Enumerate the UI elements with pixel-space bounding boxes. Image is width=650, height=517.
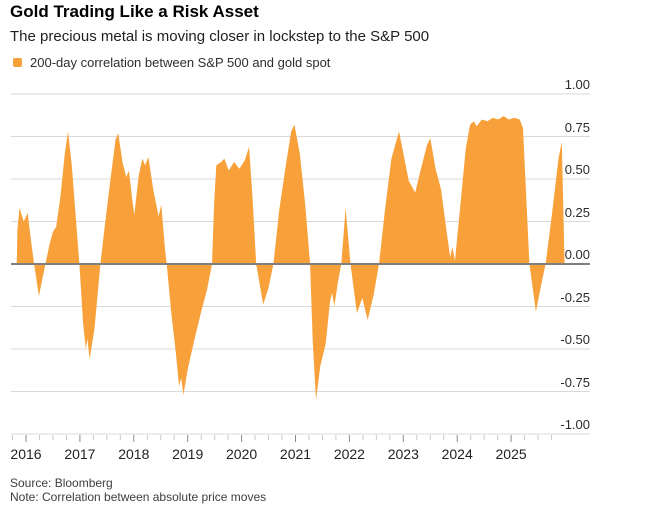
y-axis-label: 1.00 bbox=[564, 77, 590, 92]
chart-footer: Source: Bloomberg Note: Correlation betw… bbox=[10, 476, 266, 504]
source-text: Source: Bloomberg bbox=[10, 476, 113, 490]
x-axis-label: 2021 bbox=[279, 446, 312, 462]
x-axis-label: 2024 bbox=[441, 446, 473, 462]
y-axis-label: -0.25 bbox=[560, 289, 590, 305]
x-axis-label: 2023 bbox=[387, 446, 419, 462]
y-axis-label: -1.00 bbox=[560, 417, 590, 432]
y-axis-label: 0.75 bbox=[564, 119, 590, 135]
y-axis-label: 0.25 bbox=[564, 204, 590, 220]
x-axis-label: 2016 bbox=[10, 446, 42, 462]
x-axis-label: 2020 bbox=[226, 446, 258, 462]
x-axis-label: 2019 bbox=[172, 446, 204, 462]
chart-subtitle: The precious metal is moving closer in l… bbox=[10, 28, 430, 45]
y-axis-label: -0.50 bbox=[560, 332, 590, 347]
legend-label: 200-day correlation between S&P 500 and … bbox=[30, 55, 331, 70]
y-axis-label: 0.50 bbox=[564, 162, 590, 177]
legend: 200-day correlation between S&P 500 and … bbox=[13, 55, 330, 70]
y-axis-label: -0.75 bbox=[560, 374, 590, 390]
x-axis-label: 2018 bbox=[118, 446, 150, 462]
page-title: Gold Trading Like a Risk Asset bbox=[10, 2, 259, 21]
x-axis-label: 2025 bbox=[495, 446, 527, 462]
y-axis-label: 0.00 bbox=[564, 247, 590, 262]
x-axis-label: 2017 bbox=[64, 446, 96, 462]
legend-swatch-icon bbox=[13, 58, 22, 67]
correlation-area-series bbox=[16, 116, 565, 400]
note-text: Note: Correlation between absolute price… bbox=[10, 490, 267, 504]
x-axis-label: 2022 bbox=[333, 446, 365, 462]
